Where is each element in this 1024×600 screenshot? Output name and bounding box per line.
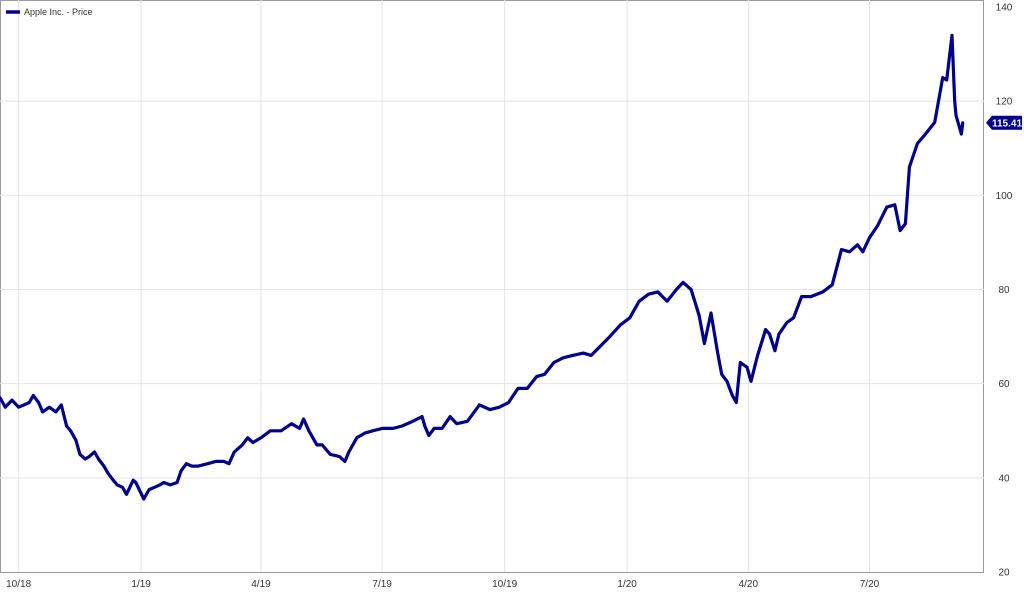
x-axis-tick-labels: 10/18 1/19 4/19 7/19 10/19 1/20 4/20 7/20 [6,579,880,590]
plot-border [0,0,984,573]
horizontal-grid-lines [0,100,984,479]
legend: Apple Inc. - Price [6,7,93,17]
x-tick-label-10-18: 10/18 [6,579,31,590]
x-tick-label-4-20: 4/20 [739,579,759,590]
y-tick-label-40: 40 [998,473,1010,484]
series-line-price [0,33,965,501]
last-value-label: 115.41 [992,118,1022,129]
x-tick-label-4-19: 4/19 [251,579,271,590]
x-tick-label-1-19: 1/19 [131,579,151,590]
y-tick-label-80: 80 [998,285,1010,296]
x-tick-label-7-19: 7/19 [372,579,392,590]
x-tick-label-7-20: 7/20 [860,579,880,590]
y-axis-tick-labels: 20 40 60 80 100 120 140 [996,3,1013,579]
y-tick-label-100: 100 [996,191,1013,202]
y-tick-label-140: 140 [996,3,1013,14]
vertical-grid-lines [18,0,870,572]
last-value-tag: 115.41 [986,115,1022,130]
y-tick-label-20: 20 [998,568,1010,579]
x-tick-label-10-19: 10/19 [492,579,517,590]
last-value-tag-bg [986,115,1022,130]
x-tick-label-1-20: 1/20 [617,579,637,590]
legend-label: Apple Inc. - Price [24,7,93,17]
y-tick-label-60: 60 [998,379,1010,390]
y-tick-label-120: 120 [996,97,1013,108]
